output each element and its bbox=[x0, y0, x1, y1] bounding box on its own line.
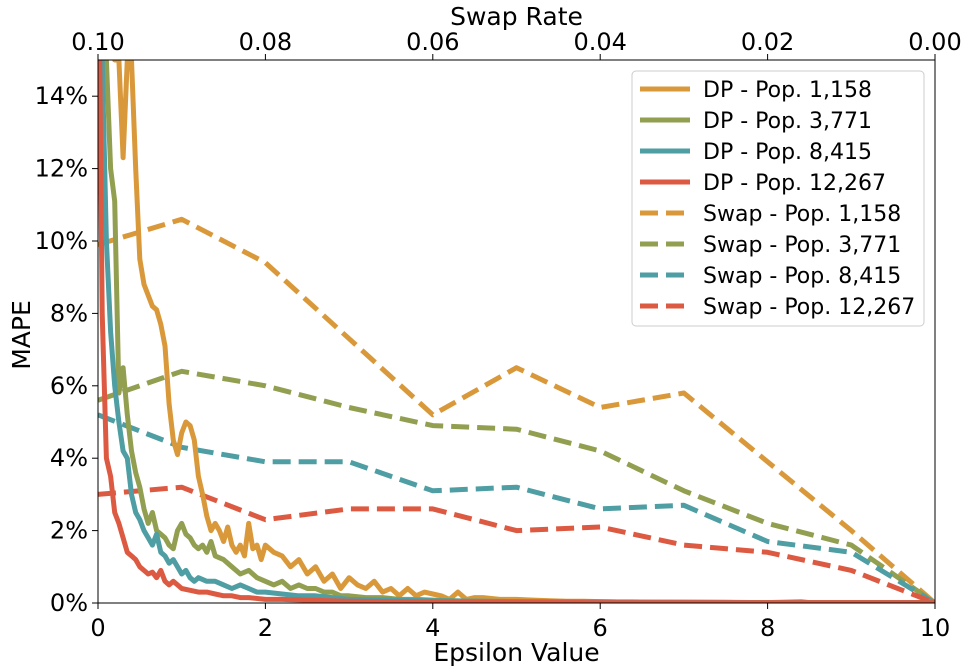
y-axis: 0% 2% 4% 6% 8% 10% 12% 14% bbox=[35, 82, 98, 617]
legend-label: DP - Pop. 12,267 bbox=[703, 171, 886, 196]
legend-label: DP - Pop. 3,771 bbox=[703, 109, 872, 134]
top-x-axis: 0.10 0.08 0.06 0.04 0.02 0.00 bbox=[71, 28, 962, 60]
bottom-x-axis: 0 2 4 6 8 10 bbox=[90, 603, 950, 642]
legend-label: DP - Pop. 8,415 bbox=[703, 140, 872, 165]
x-tick-label: 8 bbox=[760, 614, 775, 642]
top-tick-label: 0.08 bbox=[239, 28, 292, 56]
x-tick-label: 4 bbox=[425, 614, 440, 642]
y-axis-title: MAPE bbox=[7, 300, 36, 370]
top-axis-title: Swap Rate bbox=[450, 2, 583, 31]
legend-box bbox=[631, 70, 925, 327]
x-axis-title: Epsilon Value bbox=[433, 638, 599, 667]
series-line-4 bbox=[98, 60, 935, 603]
legend-label: Swap - Pop. 3,771 bbox=[703, 233, 901, 258]
legend-label: Swap - Pop. 1,158 bbox=[703, 202, 901, 227]
y-tick-label: 0% bbox=[50, 589, 88, 617]
legend-label: Swap - Pop. 8,415 bbox=[703, 264, 901, 289]
y-tick-label: 12% bbox=[35, 155, 88, 183]
legend-label: DP - Pop. 1,158 bbox=[703, 78, 872, 103]
series-line-5 bbox=[98, 216, 935, 603]
x-tick-label: 2 bbox=[258, 614, 273, 642]
x-tick-label: 0 bbox=[90, 614, 105, 642]
top-tick-label: 0.04 bbox=[573, 28, 626, 56]
plot-frame bbox=[97, 59, 936, 604]
y-tick-label: 4% bbox=[50, 444, 88, 472]
series-line-8 bbox=[98, 484, 935, 603]
legend-label: Swap - Pop. 12,267 bbox=[703, 295, 915, 320]
top-tick-label: 0.10 bbox=[71, 28, 124, 56]
y-tick-label: 2% bbox=[50, 517, 88, 545]
legend: DP - Pop. 1,158 DP - Pop. 3,771 DP - Pop. … bbox=[631, 70, 925, 327]
y-tick-label: 14% bbox=[35, 82, 88, 110]
y-tick-label: 10% bbox=[35, 227, 88, 255]
top-tick-label: 0.02 bbox=[741, 28, 794, 56]
series-line-7 bbox=[98, 412, 935, 603]
x-tick-label: 6 bbox=[593, 614, 608, 642]
top-tick-label: 0.00 bbox=[908, 28, 961, 56]
y-tick-label: 6% bbox=[50, 372, 88, 400]
top-tick-label: 0.06 bbox=[406, 28, 459, 56]
x-tick-label: 10 bbox=[920, 614, 951, 642]
y-tick-label: 8% bbox=[50, 299, 88, 327]
series-line-6 bbox=[98, 368, 935, 603]
series-lines bbox=[98, 60, 935, 603]
